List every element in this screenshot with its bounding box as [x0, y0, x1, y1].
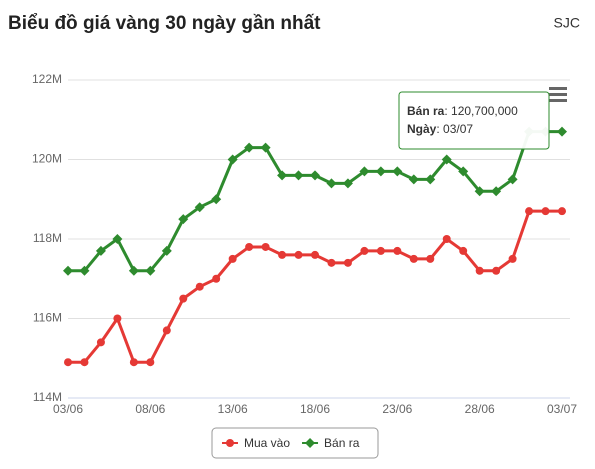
x-tick-label: 28/06: [465, 402, 495, 416]
source: SJC: [554, 15, 580, 31]
legend-box: [211, 427, 379, 459]
point: [80, 358, 89, 367]
point: [64, 358, 72, 367]
x-tick-label: 03/07: [547, 402, 577, 416]
point: [179, 294, 188, 303]
point: [375, 166, 386, 177]
point: [458, 166, 469, 177]
point: [228, 254, 237, 263]
point: [161, 245, 172, 256]
point: [441, 154, 452, 165]
legend-marker: [305, 438, 316, 448]
tooltip: Bán ra: 120,700,000 Ngày: 03/07: [398, 91, 550, 150]
point: [63, 265, 73, 276]
point: [112, 234, 123, 244]
point: [425, 174, 436, 185]
point: [113, 314, 122, 323]
y-tick-label: 120M: [32, 152, 62, 166]
point: [525, 207, 534, 216]
point: [475, 266, 484, 275]
tooltip-line: Ngày: 03/07: [407, 122, 473, 136]
x-tick-label: 23/06: [382, 402, 412, 416]
point: [211, 194, 222, 205]
tooltip-date: 03/07: [443, 122, 473, 136]
legend-marker: [226, 439, 234, 447]
point: [244, 142, 255, 153]
chart-title: Biểu đồ giá vàng 30 ngày gần nhất: [8, 13, 321, 34]
point: [260, 142, 271, 153]
point: [376, 246, 385, 255]
x-tick-label: 13/06: [218, 402, 248, 416]
tooltip-line: Bán ra: 120,700,000: [407, 104, 518, 118]
point: [360, 246, 369, 255]
point: [178, 214, 189, 225]
point: [194, 202, 205, 213]
tooltip-date-label: Ngày: [407, 122, 437, 136]
series-line: [68, 130, 562, 273]
point: [359, 166, 370, 177]
tooltip-series: Bán ra: [407, 104, 445, 118]
point: [409, 254, 418, 263]
point: [293, 170, 304, 181]
point: [426, 254, 435, 263]
tooltip-value: 120,700,000: [451, 104, 518, 118]
point: [474, 186, 485, 197]
point: [162, 326, 171, 335]
point: [145, 265, 156, 276]
point: [557, 126, 567, 137]
point: [195, 282, 204, 291]
point: [558, 207, 566, 216]
y-tick-label: 114M: [33, 390, 62, 404]
point: [508, 254, 517, 263]
point: [491, 186, 502, 197]
point: [227, 154, 238, 165]
point: [393, 246, 402, 255]
point: [294, 250, 303, 259]
point: [129, 358, 138, 367]
y-tick-label: 116M: [33, 311, 62, 325]
legend-label: Mua vào: [244, 436, 290, 450]
point: [95, 245, 106, 256]
point: [146, 358, 155, 367]
point: [442, 235, 451, 243]
point: [392, 166, 403, 177]
tooltip-box: [398, 91, 550, 150]
menu-icon[interactable]: [549, 87, 567, 102]
x-tick-label: 08/06: [135, 402, 165, 416]
point: [96, 338, 105, 347]
legend-label: Bán ra: [324, 436, 360, 450]
x-tick-label: 18/06: [300, 402, 330, 416]
point: [261, 242, 270, 251]
point: [245, 242, 254, 251]
x-tick-label: 03/06: [53, 402, 83, 416]
point: [507, 174, 518, 185]
point: [311, 250, 319, 259]
y-tick-label: 122M: [32, 72, 62, 86]
legend-item[interactable]: Mua vào: [222, 436, 290, 450]
y-tick-label: 118M: [33, 231, 62, 245]
point: [343, 258, 352, 267]
point: [212, 274, 221, 283]
point: [342, 178, 353, 189]
point: [459, 246, 468, 255]
point: [408, 174, 419, 185]
point: [541, 207, 550, 216]
point: [278, 250, 287, 259]
point: [327, 258, 336, 267]
point: [79, 265, 90, 276]
legend-item[interactable]: Bán ra: [302, 436, 360, 450]
series-line: [68, 209, 562, 364]
point: [326, 178, 337, 189]
point: [277, 170, 288, 181]
point: [128, 265, 139, 276]
point: [492, 266, 501, 275]
point: [310, 170, 320, 181]
